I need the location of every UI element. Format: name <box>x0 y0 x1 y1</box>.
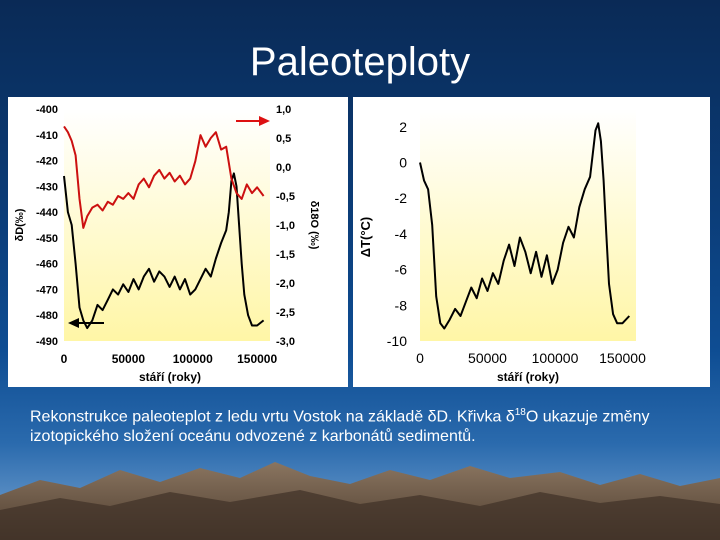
y-tick-right-1: 0,5 <box>276 133 291 145</box>
y-tick-temp-2: -2 <box>395 190 408 206</box>
caption-sup: 18 <box>514 407 526 418</box>
caption-part2: D. Křivka <box>436 408 506 426</box>
x-tick-right-2: 100000 <box>532 350 579 366</box>
y-tick-left-6: -460 <box>36 259 58 271</box>
y-tick-temp-4: -6 <box>395 262 408 278</box>
y-tick-left-5: -450 <box>36 233 58 245</box>
y-tick-left-7: -470 <box>36 284 58 296</box>
y-tick-temp-6: -10 <box>387 333 407 349</box>
x-axis-label-left: stáří (roky) <box>139 370 201 384</box>
y-tick-temp-3: -4 <box>395 226 408 242</box>
y-tick-right-7: -2,5 <box>276 307 295 319</box>
caption-part1: Rekonstrukce paleoteplot z ledu vrtu Vos… <box>30 408 428 426</box>
x-axis-label-right: stáří (roky) <box>497 370 559 384</box>
series-d18O-line <box>63 125 265 229</box>
y-tick-right-5: -1,5 <box>276 249 295 261</box>
right-chart-panel: 2 0 -2 -4 -6 -8 -10 0 50000 100000 150000 ΔT(°C) … <box>353 97 710 387</box>
y-tick-right-6: -2,0 <box>276 278 295 290</box>
y-tick-left-3: -430 <box>36 181 58 193</box>
y-tick-left-8: -480 <box>36 310 58 322</box>
y-tick-right-0: 1,0 <box>276 104 291 116</box>
series-dD-line <box>63 172 265 330</box>
y-tick-left-1: -410 <box>36 130 58 142</box>
mountain-landscape <box>0 462 720 540</box>
arrow-left-black <box>68 318 104 328</box>
y-tick-right-4: -1,0 <box>276 220 295 232</box>
x-tick-left-1: 50000 <box>112 352 146 366</box>
y-axis-label-left: δD(‰) <box>14 208 26 241</box>
y-tick-right-3: -0,5 <box>276 191 295 203</box>
y-tick-temp-5: -8 <box>395 297 408 313</box>
y-tick-left-9: -490 <box>36 336 58 348</box>
caption-part3: O ukazuje změny izotopického složení oce… <box>30 408 650 446</box>
x-tick-left-2: 100000 <box>173 352 213 366</box>
x-tick-left-0: 0 <box>61 352 68 366</box>
y-tick-right-8: -3,0 <box>276 336 295 348</box>
plot-area-right <box>420 109 636 341</box>
y-axis-label-temperature: ΔT(°C) <box>358 217 373 258</box>
x-tick-right-1: 50000 <box>468 350 507 366</box>
x-tick-right-3: 150000 <box>599 350 646 366</box>
dD-d18O-chart: -400 -410 -420 -430 -440 -450 -460 -470 -480 -490… <box>14 104 320 384</box>
y-tick-temp-0: 2 <box>399 119 407 135</box>
x-tick-left-3: 150000 <box>237 352 277 366</box>
y-axis-label-right: δ18O (‰) <box>308 201 320 250</box>
y-tick-left-0: -400 <box>36 104 58 116</box>
caption-delta2: δ <box>505 408 515 426</box>
left-chart-panel: -400 -410 -420 -430 -440 -450 -460 -470 -480 -490… <box>8 97 348 387</box>
plot-area-left <box>64 109 270 341</box>
series-temperature-line <box>419 122 631 330</box>
y-tick-right-2: 0,0 <box>276 162 291 174</box>
slide-title: Paleoteploty <box>249 40 471 84</box>
slide-caption: Rekonstrukce paleoteplot z ledu vrtu Vos… <box>30 403 700 447</box>
y-tick-left-4: -440 <box>36 207 58 219</box>
x-tick-right-0: 0 <box>416 350 424 366</box>
temperature-chart: 20-2-4-6-8-10 0 50000 100000 150000 ΔT(°C) … <box>358 109 646 384</box>
y-tick-temp-1: 0 <box>399 155 407 171</box>
arrow-right-red <box>236 116 270 126</box>
y-tick-left-2: -420 <box>36 156 58 168</box>
caption-delta1: δ <box>427 408 437 426</box>
